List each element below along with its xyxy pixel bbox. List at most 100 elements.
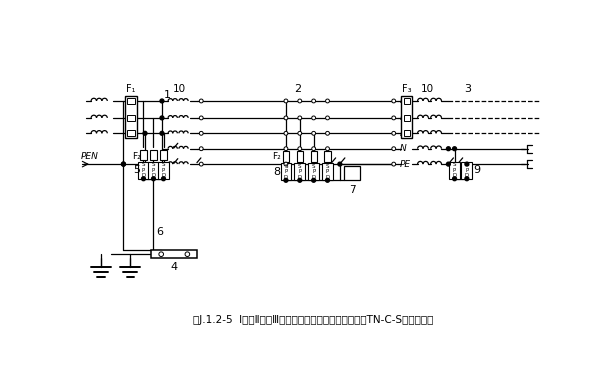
Circle shape <box>152 177 155 181</box>
Circle shape <box>298 116 302 120</box>
Circle shape <box>326 131 329 135</box>
Circle shape <box>312 116 316 120</box>
Bar <box>138 162 149 179</box>
Bar <box>404 98 410 104</box>
Circle shape <box>453 177 457 181</box>
Circle shape <box>298 131 302 135</box>
Circle shape <box>392 131 395 135</box>
Text: S
P
D: S P D <box>326 164 330 180</box>
Text: F₂: F₂ <box>272 152 281 161</box>
Text: PEN: PEN <box>80 152 98 161</box>
Circle shape <box>200 162 203 166</box>
Circle shape <box>298 147 302 151</box>
Text: PE: PE <box>400 160 411 169</box>
Circle shape <box>338 162 341 166</box>
Bar <box>283 151 289 162</box>
Bar <box>125 96 137 138</box>
Circle shape <box>326 178 329 182</box>
Circle shape <box>200 131 203 135</box>
Bar <box>151 150 157 160</box>
Circle shape <box>284 116 288 120</box>
Circle shape <box>122 162 125 166</box>
Text: 1: 1 <box>163 90 171 100</box>
Bar <box>461 162 472 179</box>
Bar <box>297 151 303 162</box>
Circle shape <box>122 162 125 166</box>
Text: S
P
D: S P D <box>312 164 316 180</box>
Circle shape <box>284 178 288 182</box>
Text: L3: L3 <box>400 129 411 138</box>
Text: S
P
D: S P D <box>452 162 457 178</box>
Circle shape <box>326 99 329 103</box>
Circle shape <box>392 147 395 151</box>
Bar <box>322 163 333 180</box>
Text: 7: 7 <box>349 185 356 195</box>
Circle shape <box>312 147 316 151</box>
Bar <box>140 150 146 160</box>
Text: 10: 10 <box>421 84 434 94</box>
Bar <box>127 115 135 121</box>
Bar <box>449 162 460 179</box>
Text: L1: L1 <box>400 97 411 106</box>
Bar <box>401 96 412 138</box>
Text: S
P
D: S P D <box>151 162 155 178</box>
Bar <box>158 162 169 179</box>
Bar <box>310 151 317 162</box>
Circle shape <box>298 99 302 103</box>
Text: 9: 9 <box>473 165 480 175</box>
Bar <box>404 130 410 137</box>
Text: S
P
D: S P D <box>465 162 469 178</box>
Circle shape <box>284 99 288 103</box>
Circle shape <box>284 162 288 166</box>
Circle shape <box>298 178 302 182</box>
Bar <box>160 150 166 160</box>
Circle shape <box>392 99 395 103</box>
Text: N: N <box>400 144 406 153</box>
Circle shape <box>160 131 164 135</box>
Text: 8: 8 <box>273 167 280 177</box>
Bar <box>280 163 291 180</box>
Text: 5: 5 <box>133 165 140 175</box>
Text: 6: 6 <box>157 227 163 237</box>
Circle shape <box>392 116 395 120</box>
Circle shape <box>185 252 190 257</box>
Bar <box>151 250 198 258</box>
Circle shape <box>447 162 450 166</box>
Circle shape <box>162 177 165 181</box>
Text: S
P
D: S P D <box>297 164 302 180</box>
Circle shape <box>465 177 469 181</box>
Text: 10: 10 <box>173 84 186 94</box>
Circle shape <box>447 147 450 151</box>
Text: 4: 4 <box>171 262 178 272</box>
Circle shape <box>326 147 329 151</box>
Circle shape <box>326 116 329 120</box>
Text: S
P
D: S P D <box>141 162 146 178</box>
Circle shape <box>312 131 316 135</box>
Bar <box>404 115 410 121</box>
Text: F₁: F₁ <box>127 84 136 94</box>
Text: F₂: F₂ <box>132 152 141 161</box>
Bar <box>127 98 135 104</box>
Text: 图J.1.2-5  Ⅰ级、Ⅱ级和Ⅲ级试验的电涌保护器的安装（以TN-C-S系统为例）: 图J.1.2-5 Ⅰ级、Ⅱ级和Ⅲ级试验的电涌保护器的安装（以TN-C-S系统为例… <box>193 316 434 325</box>
Bar <box>308 163 319 180</box>
Circle shape <box>200 99 203 103</box>
Text: 3: 3 <box>464 84 471 94</box>
Text: S
P
D: S P D <box>284 164 288 180</box>
Circle shape <box>200 147 203 151</box>
Bar <box>148 162 159 179</box>
Text: S
P
D: S P D <box>162 162 166 178</box>
Circle shape <box>392 162 395 166</box>
Circle shape <box>160 116 164 120</box>
Text: F₃: F₃ <box>402 84 412 94</box>
Circle shape <box>284 131 288 135</box>
Circle shape <box>143 131 147 135</box>
Bar <box>127 130 135 137</box>
Circle shape <box>453 147 457 151</box>
Circle shape <box>200 116 203 120</box>
Text: 2: 2 <box>294 84 301 94</box>
Circle shape <box>284 147 288 151</box>
Circle shape <box>465 162 469 166</box>
Bar <box>345 166 360 180</box>
Circle shape <box>160 99 164 103</box>
Bar <box>294 163 305 180</box>
